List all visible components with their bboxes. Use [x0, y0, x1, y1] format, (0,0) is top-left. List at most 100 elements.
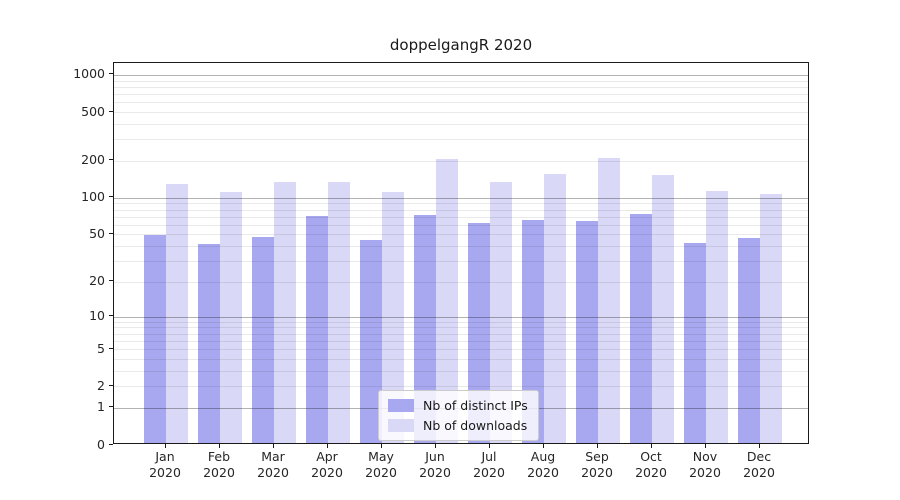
y-tick-label: 20	[89, 273, 105, 289]
x-tick-label: Feb 2020	[203, 449, 235, 480]
gridline-minor	[114, 86, 808, 88]
chart-title: doppelgangR 2020	[389, 36, 533, 54]
x-tick-label: Mar 2020	[257, 449, 289, 480]
bar-nb-of-downloads-apr	[328, 182, 350, 443]
plot-area: Nb of distinct IPs Nb of downloads	[113, 62, 809, 444]
bar-nb-of-downloads-dec	[760, 194, 782, 443]
y-tick-label: 0	[97, 436, 105, 452]
y-tick-mark	[109, 110, 113, 112]
x-tick-mark	[435, 444, 436, 448]
gridline-minor	[114, 281, 808, 283]
gridline-minor	[114, 370, 808, 372]
bar-nb-of-downloads-nov	[706, 190, 728, 443]
bar-nb-of-distinct-ips-apr	[306, 216, 328, 443]
x-tick-mark	[759, 444, 760, 448]
bar-nb-of-distinct-ips-jul	[468, 222, 490, 443]
gridline-minor	[114, 216, 808, 218]
y-tick-label: 1000	[73, 66, 105, 82]
bar-nb-of-downloads-jul	[490, 182, 512, 443]
x-tick-mark	[489, 444, 490, 448]
bar-nb-of-distinct-ips-nov	[684, 242, 706, 443]
bar-nb-of-downloads-feb	[220, 192, 242, 443]
bar-nb-of-distinct-ips-jun	[414, 215, 436, 443]
y-tick-mark	[109, 159, 113, 161]
bar-nb-of-downloads-jan	[166, 184, 188, 443]
y-tick-label: 100	[81, 189, 105, 205]
y-tick-label: 10	[89, 308, 105, 324]
bar-nb-of-downloads-aug	[544, 173, 566, 443]
gridline-minor	[114, 246, 808, 248]
gridline-major	[114, 74, 808, 76]
gridline-minor	[114, 224, 808, 226]
bar-nb-of-downloads-sep	[598, 158, 620, 443]
gridline-minor	[114, 358, 808, 360]
bar-nb-of-distinct-ips-sep	[576, 221, 598, 443]
y-tick-mark	[109, 315, 113, 317]
bar-nb-of-distinct-ips-aug	[522, 220, 544, 443]
y-tick-label: 50	[89, 225, 105, 241]
y-tick-mark	[109, 73, 113, 75]
x-tick-mark	[705, 444, 706, 448]
x-tick-mark	[543, 444, 544, 448]
gridline-minor	[114, 94, 808, 95]
x-tick-mark	[651, 444, 652, 448]
gridline-minor	[114, 349, 808, 350]
gridline-minor	[114, 386, 808, 388]
y-tick-mark	[109, 196, 113, 198]
x-tick-mark	[597, 444, 598, 448]
y-tick-label: 200	[81, 152, 105, 168]
gridline-minor	[114, 112, 808, 113]
y-tick-label: 1	[97, 399, 105, 415]
bar-nb-of-distinct-ips-oct	[630, 213, 652, 443]
x-tick-mark	[327, 444, 328, 448]
bar-nb-of-distinct-ips-feb	[198, 244, 220, 443]
x-tick-label: Jun 2020	[419, 449, 451, 480]
gridline-minor	[114, 203, 808, 205]
gridline-minor	[114, 340, 808, 342]
gridline-minor	[114, 102, 808, 104]
y-tick-mark	[109, 406, 113, 408]
legend-swatch-distinct-ips	[388, 399, 414, 412]
bar-nb-of-distinct-ips-mar	[252, 236, 274, 443]
gridline-minor	[114, 333, 808, 335]
x-tick-label: Aug 2020	[527, 449, 559, 480]
x-tick-mark	[381, 444, 382, 448]
legend-item-distinct-ips: Nb of distinct IPs	[388, 398, 528, 413]
x-tick-label: Jul 2020	[473, 449, 505, 480]
bar-nb-of-downloads-jun	[436, 158, 458, 443]
y-tick-mark	[109, 443, 113, 445]
bar-nb-of-downloads-mar	[274, 181, 296, 443]
legend: Nb of distinct IPs Nb of downloads	[378, 390, 539, 441]
gridline-minor	[114, 80, 808, 82]
gridline-minor	[114, 160, 808, 162]
plot-canvas	[114, 63, 808, 443]
x-tick-label: Sep 2020	[581, 449, 613, 480]
legend-label-distinct-ips: Nb of distinct IPs	[423, 398, 528, 413]
y-tick-mark	[109, 384, 113, 386]
x-tick-label: Dec 2020	[743, 449, 775, 480]
y-tick-mark	[109, 347, 113, 349]
y-tick-label: 5	[97, 340, 105, 356]
x-tick-label: Apr 2020	[311, 449, 343, 480]
x-tick-label: Jan 2020	[149, 449, 181, 480]
y-tick-label: 2	[97, 377, 105, 393]
gridline-minor	[114, 234, 808, 236]
gridline-major	[114, 197, 808, 199]
legend-item-downloads: Nb of downloads	[388, 418, 528, 433]
x-tick-mark	[219, 444, 220, 448]
y-tick-mark	[109, 232, 113, 234]
bar-nb-of-distinct-ips-dec	[738, 237, 760, 443]
gridline-minor	[114, 209, 808, 211]
gridline-minor	[114, 139, 808, 141]
gridline-minor	[114, 123, 808, 125]
bar-nb-of-downloads-oct	[652, 175, 674, 443]
x-tick-mark	[165, 444, 166, 448]
x-tick-label: May 2020	[365, 449, 397, 480]
gridline-minor	[114, 327, 808, 329]
y-tick-mark	[109, 280, 113, 282]
gridline-minor	[114, 321, 808, 323]
x-tick-label: Oct 2020	[635, 449, 667, 480]
x-tick-mark	[273, 444, 274, 448]
x-tick-label: Nov 2020	[689, 449, 721, 480]
